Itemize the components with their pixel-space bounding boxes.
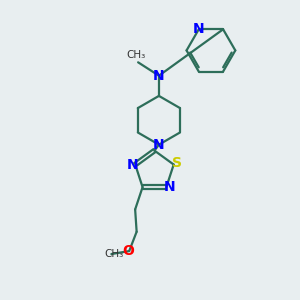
Text: O: O [122,244,134,258]
Text: N: N [153,69,165,83]
Text: CH₃: CH₃ [105,249,124,259]
Text: N: N [153,138,165,152]
Text: N: N [193,22,205,36]
Text: N: N [164,180,175,194]
Text: S: S [172,156,182,170]
Text: N: N [127,158,138,172]
Text: CH₃: CH₃ [126,50,146,60]
